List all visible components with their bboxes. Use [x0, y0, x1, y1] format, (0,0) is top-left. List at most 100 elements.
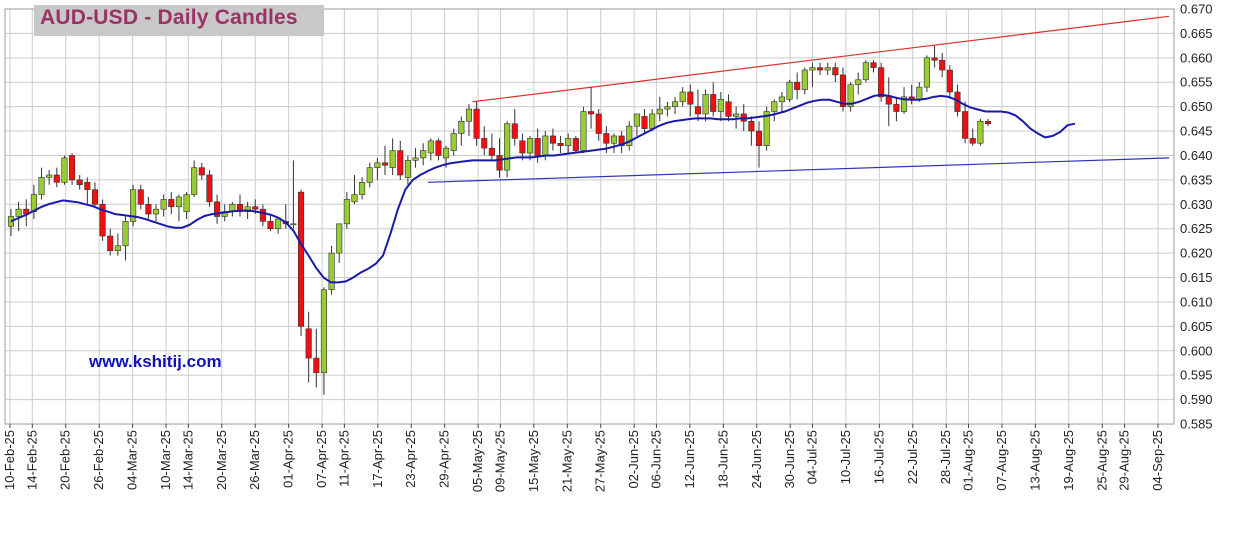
- x-tick-label: 21-May-25: [559, 430, 574, 492]
- y-tick-label: 0.625: [1180, 221, 1213, 236]
- candle-up: [862, 62, 869, 81]
- x-tick-label: 04-Mar-25: [125, 430, 140, 490]
- y-tick-label: 0.665: [1180, 26, 1213, 41]
- candle-up: [801, 69, 808, 90]
- candle-down: [969, 138, 976, 144]
- candle-down: [206, 174, 213, 203]
- x-tick-label: 15-May-25: [526, 430, 541, 492]
- candle-down: [755, 130, 763, 147]
- candle-up: [404, 160, 411, 178]
- candle-down: [557, 142, 564, 147]
- candle-up: [343, 199, 350, 225]
- trend-lines: [427, 15, 1170, 183]
- candle-up: [526, 138, 534, 154]
- candle-down: [519, 140, 526, 154]
- x-tick-label: 09-May-25: [492, 430, 507, 492]
- candle-down: [84, 182, 91, 190]
- candle-up: [389, 150, 396, 168]
- candle-up: [565, 138, 572, 147]
- x-tick-label: 19-Aug-25: [1061, 430, 1076, 491]
- candle-down: [488, 147, 495, 156]
- candle-up: [763, 111, 770, 147]
- upper-trend-line: [472, 15, 1170, 103]
- candle-up: [61, 157, 68, 183]
- candle-down: [885, 96, 892, 105]
- candle-up: [359, 182, 366, 195]
- candle-down: [939, 59, 946, 71]
- candle-down: [641, 116, 648, 129]
- candle-down: [53, 174, 60, 183]
- x-tick-label: 01-Aug-25: [961, 430, 976, 491]
- candle-up: [160, 199, 167, 210]
- candles: [7, 45, 992, 395]
- y-tick-label: 0.615: [1180, 270, 1213, 285]
- y-tick-label: 0.635: [1180, 172, 1213, 187]
- x-tick-label: 24-Jun-25: [749, 430, 764, 489]
- candle-up: [649, 113, 656, 129]
- candle-up: [855, 79, 862, 85]
- candle-up: [458, 120, 465, 134]
- candle-up: [15, 208, 22, 217]
- candle-down: [817, 67, 824, 71]
- candle-down: [946, 69, 953, 93]
- x-tick-label: 07-Apr-25: [314, 430, 329, 488]
- x-tick-label: 16-Jul-25: [871, 430, 886, 484]
- candle-up: [672, 101, 679, 107]
- candle-up: [443, 147, 450, 159]
- candle-up: [702, 94, 709, 115]
- x-tick-label: 04-Jul-25: [804, 430, 819, 484]
- x-tick-label: 27-May-25: [593, 430, 608, 492]
- candle-down: [91, 189, 99, 205]
- candle-up: [175, 196, 182, 208]
- candle-up: [504, 123, 511, 171]
- candle-down: [962, 111, 969, 139]
- candle-up: [183, 194, 190, 212]
- candle-up: [977, 120, 984, 144]
- candle-down: [588, 111, 595, 115]
- candle-down: [107, 235, 114, 251]
- x-tick-label: 12-Jun-25: [682, 430, 697, 489]
- candle-up: [656, 108, 663, 115]
- candle-down: [595, 113, 602, 134]
- x-axis: 10-Feb-25 14-Feb-25 20-Feb-25 26-Feb-25 04-M…: [2, 424, 1165, 492]
- candle-down: [572, 138, 579, 151]
- candle-down: [839, 74, 847, 107]
- candle-up: [366, 167, 373, 183]
- candle-down: [534, 138, 541, 156]
- x-tick-label: 06-Jun-25: [648, 430, 663, 489]
- y-tick-label: 0.660: [1180, 50, 1213, 65]
- candle-up: [465, 108, 473, 122]
- candle-down: [748, 120, 755, 132]
- y-axis: 0.670 0.665 0.660 0.655 0.650 0.645 0.640 0.635…: [1180, 2, 1213, 432]
- candle-up: [733, 113, 740, 117]
- y-tick-label: 0.620: [1180, 246, 1213, 261]
- candle-up: [38, 177, 45, 195]
- candle-up: [717, 99, 724, 112]
- candle-up: [336, 223, 343, 254]
- title-background: [34, 5, 324, 36]
- candle-down: [618, 135, 625, 147]
- x-tick-label: 28-Jul-25: [938, 430, 953, 484]
- candle-down: [603, 133, 610, 144]
- candle-down: [794, 81, 801, 90]
- candle-down: [313, 357, 320, 374]
- x-tick-label: 10-Feb-25: [2, 430, 17, 490]
- x-tick-label: 20-Mar-25: [214, 430, 229, 490]
- candle-down: [481, 138, 488, 149]
- candle-down: [878, 67, 885, 98]
- x-tick-label: 10-Mar-25: [158, 430, 173, 490]
- candle-up: [374, 162, 381, 168]
- candle-up: [824, 67, 831, 71]
- x-tick-label: 07-Aug-25: [994, 430, 1009, 491]
- candle-down: [99, 203, 106, 237]
- x-tick-label: 17-Apr-25: [370, 430, 385, 488]
- y-tick-label: 0.610: [1180, 294, 1213, 309]
- x-tick-label: 18-Jun-25: [715, 430, 730, 489]
- x-tick-label: 14-Feb-25: [24, 430, 39, 490]
- y-tick-label: 0.595: [1180, 368, 1213, 383]
- candle-down: [511, 123, 518, 139]
- candle-down: [168, 199, 175, 208]
- candle-up: [626, 125, 633, 147]
